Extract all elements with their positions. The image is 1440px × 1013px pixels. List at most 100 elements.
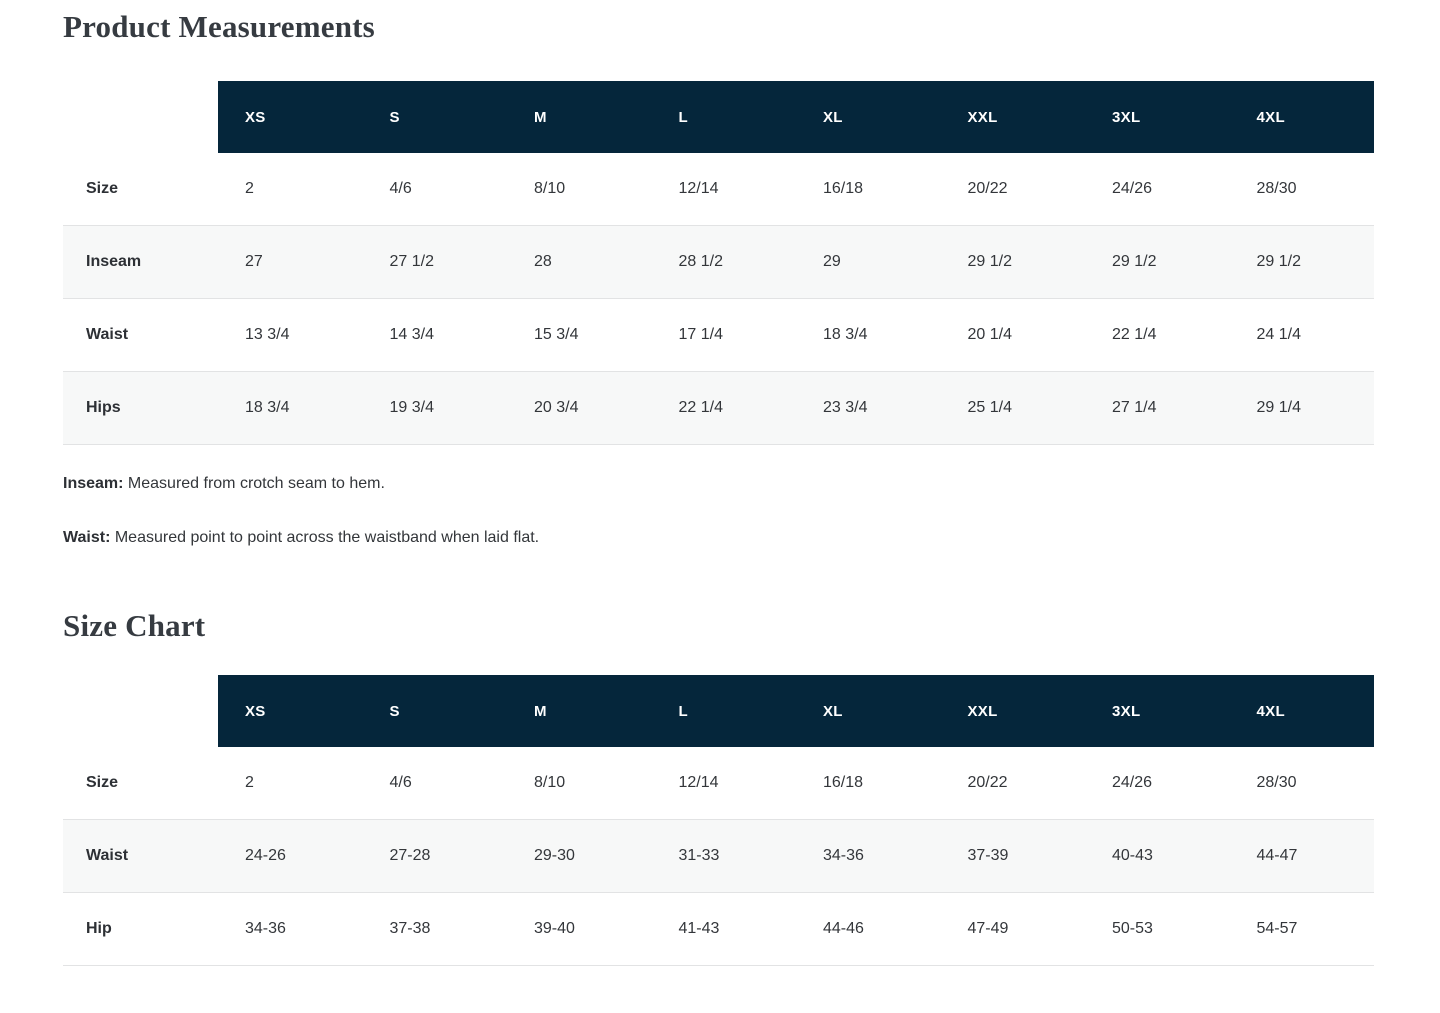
table-cell: 44-46	[823, 920, 864, 937]
size-chart-title: Size Chart	[63, 608, 206, 643]
table-cell: 37-38	[389, 920, 431, 937]
table-cell: 2	[245, 774, 254, 791]
table-cell: 29 1/2	[1112, 253, 1157, 270]
table-cell: 39-40	[534, 920, 575, 937]
table-cell: 27	[245, 253, 263, 270]
table-cell: 2	[245, 180, 254, 197]
table-cell: 29 1/2	[967, 253, 1012, 270]
table-cell: 29-30	[534, 847, 575, 864]
column-header-l: L	[651, 81, 796, 153]
table-cell: 28 1/2	[678, 253, 723, 270]
table-cell: 34-36	[245, 920, 286, 937]
table-header-row: XS S M L XL XXL 3XL 4XL	[63, 81, 1374, 153]
row-label-waist: Waist	[86, 326, 129, 343]
measurement-notes: Inseam: Measured from crotch seam to hem…	[63, 473, 1374, 549]
row-label-spacer	[63, 675, 218, 747]
table-cell: 15 3/4	[534, 326, 579, 343]
column-header-m: M	[507, 81, 652, 153]
table-cell: 23 3/4	[823, 399, 868, 416]
column-header-xl: XL	[796, 81, 941, 153]
row-label-waist: Waist	[86, 847, 129, 864]
table-cell: 27 1/4	[1112, 399, 1157, 416]
row-label-inseam: Inseam	[86, 253, 142, 270]
table-cell: 54-57	[1256, 920, 1298, 937]
table-cell: 22 1/4	[1112, 326, 1157, 343]
column-header-3xl: 3XL	[1085, 675, 1230, 747]
table-cell: 37-39	[967, 847, 1009, 864]
table-cell: 50-53	[1112, 920, 1153, 937]
table-cell: 28/30	[1256, 180, 1297, 197]
column-header-s: S	[362, 675, 507, 747]
table-cell: 31-33	[678, 847, 720, 864]
waist-note-term: Waist:	[63, 529, 111, 546]
product-measurements-section: Product Measurements XS S M L XL XXL 3XL 4XL Siz…	[63, 8, 1374, 549]
column-header-3xl: 3XL	[1085, 81, 1230, 153]
column-header-s: S	[362, 81, 507, 153]
column-header-xs: XS	[218, 675, 363, 747]
table-cell: 24/26	[1112, 774, 1153, 791]
table-cell: 47-49	[967, 920, 1009, 937]
waist-note-text: Measured point to point across the waist…	[110, 529, 540, 546]
table-cell: 16/18	[823, 180, 864, 197]
table-cell: 8/10	[534, 774, 566, 791]
size-chart-section: Size Chart XS S M L XL XXL 3XL 4XL Size 2 4/6 8/10 1…	[63, 607, 1374, 966]
row-label-hip: Hip	[86, 920, 112, 937]
size-chart-table: XS S M L XL XXL 3XL 4XL Size 2 4/6 8/10 12/14 16/18 20…	[63, 675, 1374, 966]
table-cell: 44-47	[1256, 847, 1298, 864]
column-header-4xl: 4XL	[1229, 675, 1374, 747]
row-label-spacer	[63, 81, 218, 153]
table-cell: 12/14	[678, 774, 719, 791]
table-cell: 4/6	[389, 774, 412, 791]
table-cell: 28/30	[1256, 774, 1297, 791]
product-measurements-table: XS S M L XL XXL 3XL 4XL Size 2 4/6 8/10 12/14 16/18 20…	[63, 81, 1374, 445]
table-cell: 20/22	[967, 774, 1008, 791]
column-header-m: M	[507, 675, 652, 747]
row-label-hips: Hips	[86, 399, 121, 416]
table-cell: 20 1/4	[967, 326, 1012, 343]
row-label-size: Size	[86, 180, 119, 197]
table-header-row: XS S M L XL XXL 3XL 4XL	[63, 675, 1374, 747]
table-cell: 40-43	[1112, 847, 1153, 864]
table-cell: 20 3/4	[534, 399, 579, 416]
inseam-note-term: Inseam:	[63, 475, 124, 492]
table-cell: 29 1/4	[1256, 399, 1301, 416]
table-row-hips: Hips 18 3/4 19 3/4 20 3/4 22 1/4 23 3/4 25 1/4…	[63, 372, 1374, 445]
table-row-size: Size 2 4/6 8/10 12/14 16/18 20/22 24/26 28/30	[63, 747, 1374, 820]
table-cell: 4/6	[389, 180, 412, 197]
column-header-xs: XS	[218, 81, 363, 153]
inseam-note: Inseam: Measured from crotch seam to hem…	[63, 473, 1374, 495]
table-cell: 18 3/4	[823, 326, 868, 343]
table-cell: 24/26	[1112, 180, 1153, 197]
table-cell: 29 1/2	[1256, 253, 1301, 270]
table-row-waist: Waist 24-26 27-28 29-30 31-33 34-36 37-39 40-43…	[63, 820, 1374, 893]
column-header-xxl: XXL	[940, 81, 1085, 153]
table-cell: 16/18	[823, 774, 864, 791]
table-row-waist: Waist 13 3/4 14 3/4 15 3/4 17 1/4 18 3/4 20 1/…	[63, 299, 1374, 372]
column-header-4xl: 4XL	[1229, 81, 1374, 153]
table-cell: 25 1/4	[967, 399, 1012, 416]
table-cell: 24-26	[245, 847, 286, 864]
table-cell: 27 1/2	[389, 253, 434, 270]
product-measurements-title: Product Measurements	[63, 9, 375, 44]
table-cell: 8/10	[534, 180, 566, 197]
table-cell: 13 3/4	[245, 326, 290, 343]
table-cell: 17 1/4	[678, 326, 723, 343]
table-cell: 41-43	[678, 920, 720, 937]
table-cell: 20/22	[967, 180, 1008, 197]
waist-note: Waist: Measured point to point across th…	[63, 527, 1374, 549]
table-cell: 29	[823, 253, 841, 270]
table-cell: 34-36	[823, 847, 864, 864]
table-row-inseam: Inseam 27 27 1/2 28 28 1/2 29 29 1/2 29 1/2 29 1…	[63, 226, 1374, 299]
column-header-xl: XL	[796, 675, 941, 747]
table-cell: 19 3/4	[389, 399, 434, 416]
table-cell: 28	[534, 253, 552, 270]
column-header-l: L	[651, 675, 796, 747]
table-cell: 22 1/4	[678, 399, 723, 416]
table-cell: 24 1/4	[1256, 326, 1301, 343]
table-cell: 27-28	[389, 847, 431, 864]
inseam-note-text: Measured from crotch seam to hem.	[123, 475, 385, 492]
table-row-hip: Hip 34-36 37-38 39-40 41-43 44-46 47-49 50-53 54…	[63, 893, 1374, 966]
table-cell: 18 3/4	[245, 399, 290, 416]
column-header-xxl: XXL	[940, 675, 1085, 747]
